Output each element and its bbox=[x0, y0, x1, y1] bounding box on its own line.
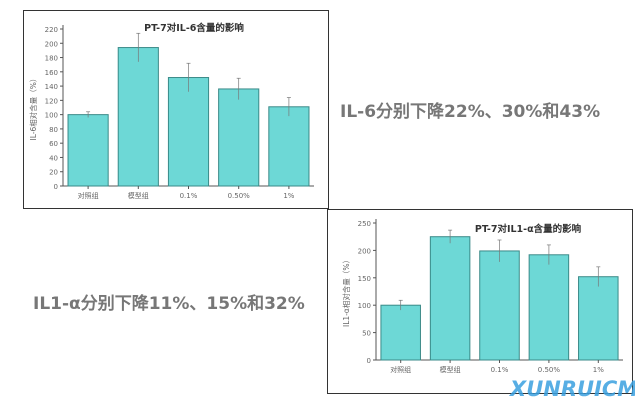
y-axis-label: IL-6相对含量（%） bbox=[28, 75, 38, 141]
y-tick-label: 120 bbox=[45, 97, 58, 105]
y-axis-label: IL1-α相对含量（%） bbox=[341, 256, 351, 327]
y-tick-label: 50 bbox=[362, 330, 371, 338]
x-tick-label: 1% bbox=[283, 192, 294, 200]
bar bbox=[117, 47, 159, 187]
x-tick-label: 模型组 bbox=[440, 365, 461, 374]
y-tick-label: 60 bbox=[49, 140, 58, 148]
chart-title: PT-7对IL1-α含量的影响 bbox=[475, 223, 582, 235]
y-tick-label: 80 bbox=[49, 126, 58, 134]
il6-reduction-note: IL-6分别下降22%、30%和43% bbox=[340, 102, 601, 122]
y-tick-label: 200 bbox=[45, 40, 58, 48]
y-tick-label: 100 bbox=[45, 112, 58, 120]
il6-chart: 0 20 40 60 80 100 120 140 160 180 200 220 对照组 模型组 0.1%… bbox=[28, 22, 314, 200]
y-tick-label: 0 bbox=[54, 183, 58, 191]
il1a-reduction-note: IL1-α分别下降11%、15%和32% bbox=[33, 294, 305, 314]
chart-title: PT-7对IL-6含量的影响 bbox=[144, 22, 244, 34]
x-tick-label: 0.50% bbox=[538, 366, 561, 374]
y-tick-label: 140 bbox=[45, 83, 58, 91]
x-tick-label: 0.1% bbox=[180, 192, 198, 200]
y-tick-label: 200 bbox=[358, 247, 371, 255]
y-tick-label: 100 bbox=[358, 302, 371, 310]
x-tick-label: 对照组 bbox=[390, 365, 411, 374]
x-tick-label: 对照组 bbox=[78, 191, 99, 200]
bar bbox=[528, 254, 570, 361]
bar bbox=[479, 250, 520, 361]
x-tick-label: 0.50% bbox=[228, 192, 251, 200]
bar bbox=[67, 114, 109, 187]
bar bbox=[380, 304, 421, 361]
y-tick-label: 180 bbox=[45, 55, 58, 63]
bar bbox=[268, 106, 310, 187]
bar bbox=[429, 236, 471, 361]
x-tick-label: 1% bbox=[593, 366, 604, 374]
y-tick-label: 40 bbox=[49, 154, 58, 162]
il1a-chart: 0 50 100 150 200 250 对照组 模型组 0.1% 0.50% 1% PT-7对IL1… bbox=[341, 219, 623, 374]
il1a-chart-panel: 0 50 100 150 200 250 对照组 模型组 0.1% 0.50% 1% PT-7对IL1… bbox=[327, 209, 633, 394]
y-tick-label: 220 bbox=[45, 26, 58, 34]
bar bbox=[167, 77, 210, 187]
y-tick-label: 160 bbox=[45, 69, 58, 77]
watermark-logo: XUNRUICMS bbox=[510, 377, 635, 401]
x-tick-label: 模型组 bbox=[128, 191, 149, 200]
x-tick-label: 0.1% bbox=[491, 366, 509, 374]
bar bbox=[218, 88, 260, 187]
y-tick-label: 0 bbox=[367, 357, 371, 365]
y-tick-label: 250 bbox=[358, 220, 371, 228]
y-tick-label: 150 bbox=[358, 275, 371, 283]
y-tick-label: 20 bbox=[49, 169, 58, 177]
il6-chart-panel: 0 20 40 60 80 100 120 140 160 180 200 220 对照组 模型组 0.1%… bbox=[23, 10, 329, 209]
bar bbox=[578, 276, 619, 361]
